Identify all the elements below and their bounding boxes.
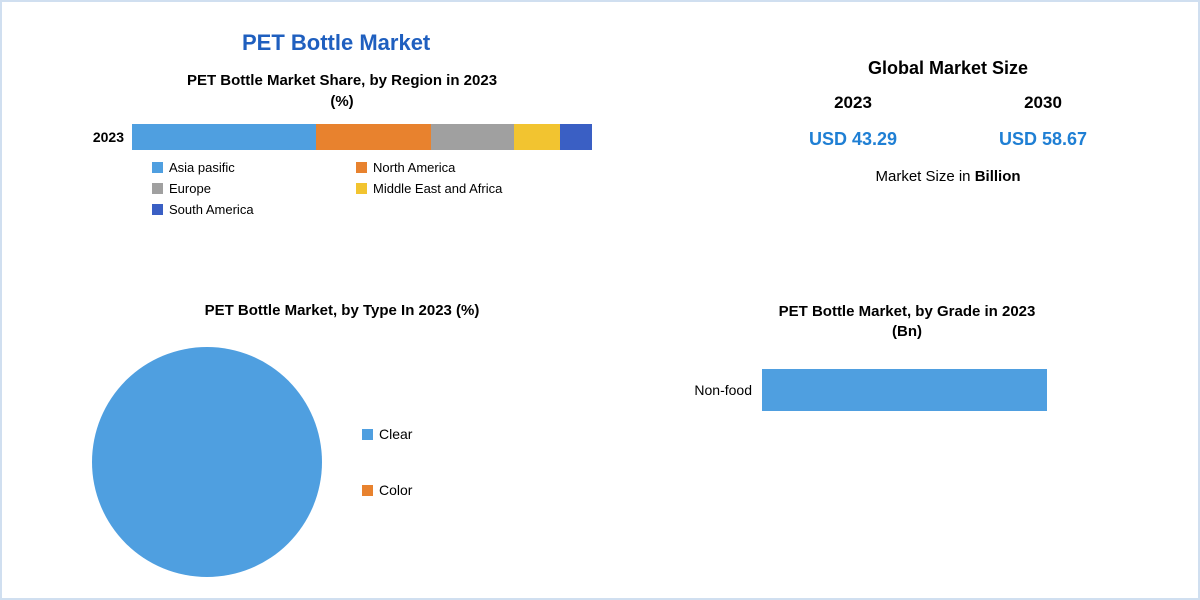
- legend-item: Europe: [152, 181, 332, 196]
- legend-item: South America: [152, 202, 332, 217]
- stacked-segment: [316, 124, 431, 150]
- market-size-heading: Global Market Size: [758, 58, 1138, 79]
- legend-swatch: [362, 485, 373, 496]
- bar-title-line2: (Bn): [892, 323, 922, 340]
- stacked-segment: [132, 124, 316, 150]
- stacked-row: 2023: [82, 124, 602, 150]
- stacked-bar-chart: PET Bottle Market Share, by Region in 20…: [82, 72, 602, 217]
- legend-item: Asia pasific: [152, 160, 332, 175]
- stacked-bar: [132, 124, 592, 150]
- market-size-note: Market Size in Billion: [758, 168, 1138, 185]
- stacked-legend: Asia pasific North America Europe Middle Ea…: [152, 160, 592, 217]
- stacked-segment: [514, 124, 560, 150]
- legend-swatch: [356, 162, 367, 173]
- legend-swatch: [362, 429, 373, 440]
- legend-item: Middle East and Africa: [356, 181, 536, 196]
- legend-label: Clear: [379, 426, 412, 442]
- bar-category-label: Non-food: [652, 382, 762, 398]
- market-size-year1: 2023: [834, 93, 872, 113]
- market-size-value1: USD 43.29: [809, 129, 897, 150]
- legend-label: North America: [373, 160, 455, 175]
- legend-label: Asia pasific: [169, 160, 235, 175]
- pie-disc: [92, 347, 322, 577]
- legend-item: Color: [362, 482, 542, 498]
- legend-label: Color: [379, 482, 412, 498]
- stacked-title-line2: (%): [82, 93, 602, 110]
- stacked-title-line1: PET Bottle Market Share, by Region in 20…: [82, 72, 602, 89]
- market-size-note-bold: Billion: [975, 168, 1021, 185]
- legend-item: North America: [356, 160, 536, 175]
- legend-label: Middle East and Africa: [373, 181, 502, 196]
- legend-swatch: [152, 183, 163, 194]
- bar-row: Non-food: [652, 369, 1162, 411]
- stacked-ylabel: 2023: [82, 129, 132, 145]
- legend-item: Clear: [362, 426, 542, 442]
- stacked-segment: [560, 124, 592, 150]
- market-size-note-prefix: Market Size in: [875, 168, 974, 185]
- market-size-years: 2023 2030: [758, 93, 1138, 113]
- pie-legend: Clear Color: [362, 426, 542, 498]
- pie-chart: PET Bottle Market, by Type In 2023 (%) C…: [82, 302, 602, 577]
- market-size-year2: 2030: [1024, 93, 1062, 113]
- market-size-values: USD 43.29 USD 58.67: [758, 129, 1138, 150]
- market-size-value2: USD 58.67: [999, 129, 1087, 150]
- bar-chart: PET Bottle Market, by Grade in 2023 (Bn)…: [652, 302, 1162, 437]
- legend-label: South America: [169, 202, 254, 217]
- legend-swatch: [152, 162, 163, 173]
- legend-label: Europe: [169, 181, 211, 196]
- bar-title-line1: PET Bottle Market, by Grade in 2023: [779, 303, 1036, 320]
- bar-rows: Non-food: [652, 369, 1162, 411]
- legend-swatch: [356, 183, 367, 194]
- main-title: PET Bottle Market: [242, 30, 430, 56]
- market-size-panel: Global Market Size 2023 2030 USD 43.29 U…: [758, 58, 1138, 185]
- pie-title: PET Bottle Market, by Type In 2023 (%): [82, 302, 602, 319]
- bar-title: PET Bottle Market, by Grade in 2023 (Bn): [652, 302, 1162, 341]
- stacked-segment: [431, 124, 514, 150]
- legend-swatch: [152, 204, 163, 215]
- bar: [762, 369, 1047, 411]
